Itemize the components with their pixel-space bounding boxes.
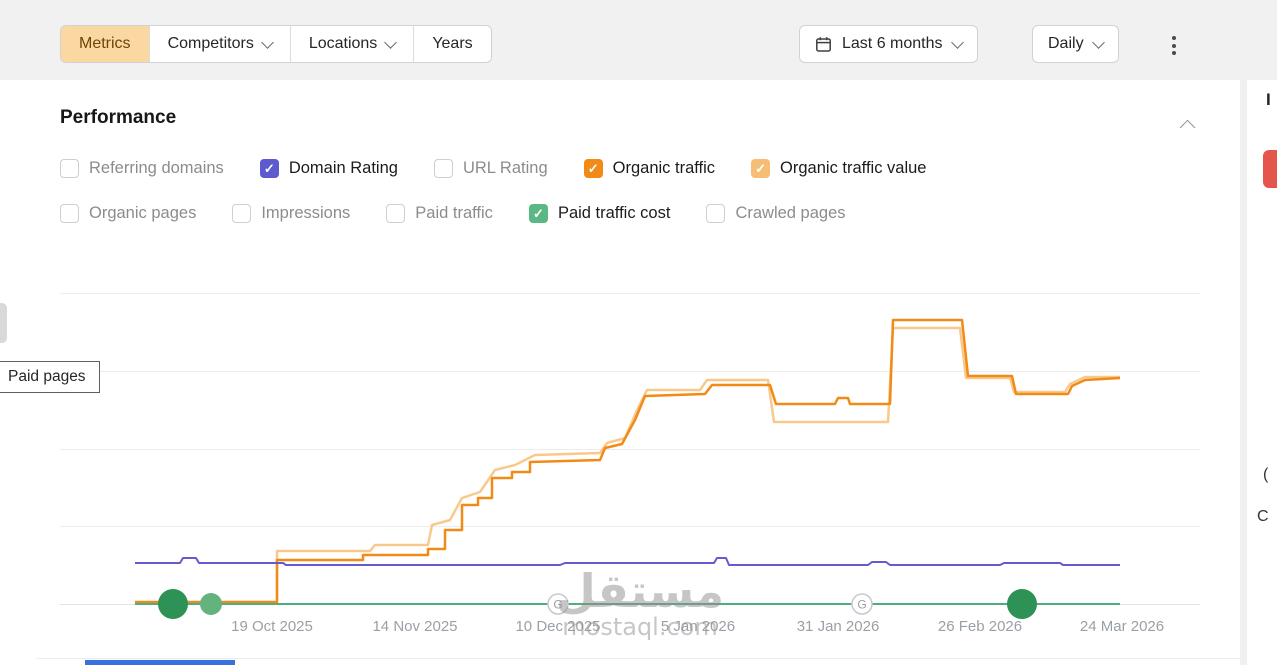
chevron-down-icon [260, 35, 274, 49]
google-update-marker[interactable]: G [851, 593, 873, 615]
chevron-down-icon [384, 35, 398, 49]
unchecked-checkbox-icon [386, 204, 406, 223]
granularity-label: Daily [1048, 35, 1084, 52]
segment-label: Metrics [79, 35, 131, 52]
unchecked-checkbox-icon [60, 159, 79, 178]
segment-competitors[interactable]: Competitors [148, 26, 290, 62]
segment-label: Competitors [167, 35, 254, 52]
chevron-up-icon [1179, 119, 1196, 136]
metric-label: Organic pages [89, 204, 197, 222]
checked-checkbox-icon: ✓ [751, 159, 771, 178]
segment-label: Locations [308, 35, 378, 52]
metric-toggle-domain-rating[interactable]: ✓ Domain Rating [259, 159, 398, 178]
metric-label: Organic traffic [612, 159, 716, 177]
x-axis-tick-label: 10 Dec 2025 [515, 618, 601, 635]
right-panel-text-fragment: I [1266, 90, 1271, 109]
x-axis-tick-label: 24 Mar 2026 [1079, 618, 1165, 635]
collapse-section-button[interactable] [1178, 112, 1197, 142]
date-range-label: Last 6 months [842, 35, 943, 52]
metric-toggle-organic-traffic-value[interactable]: ✓ Organic traffic value [751, 159, 926, 178]
metric-toggle-paid-traffic[interactable]: Paid traffic [386, 204, 493, 223]
red-badge-fragment [1263, 150, 1277, 188]
metric-label: Impressions [261, 204, 351, 222]
metric-toggle-paid-traffic-cost[interactable]: ✓ Paid traffic cost [528, 204, 671, 223]
metric-label: Domain Rating [288, 159, 398, 177]
series-line-organic-traffic-value [275, 326, 1120, 602]
series-line-domain-rating [135, 557, 1120, 566]
gridline [60, 526, 1200, 527]
panel-divider [1240, 80, 1247, 665]
chevron-down-icon [1091, 35, 1105, 49]
segment-metrics[interactable]: Metrics [61, 26, 149, 62]
checked-checkbox-icon: ✓ [259, 159, 279, 178]
chart-tooltip: Paid pages [0, 361, 100, 393]
section-title: Performance [60, 107, 177, 128]
svg-text:G: G [857, 598, 866, 612]
unchecked-checkbox-icon [60, 204, 79, 223]
gridline [60, 293, 1200, 294]
metric-toggle-url-rating[interactable]: URL Rating [433, 159, 548, 178]
segment-label: Years [432, 35, 473, 52]
metric-toggle-organic-pages[interactable]: Organic pages [60, 204, 196, 223]
series-line-organic-traffic [135, 318, 1121, 604]
svg-text:G: G [553, 598, 562, 612]
date-range-button[interactable]: Last 6 months [799, 25, 978, 63]
metric-toggle-crawled-pages[interactable]: Crawled pages [706, 204, 846, 223]
checked-checkbox-icon: ✓ [528, 204, 548, 223]
metric-label: Paid traffic cost [557, 204, 671, 222]
more-options-icon[interactable] [1166, 31, 1182, 60]
view-switcher: Metrics Competitors Locations Years [60, 25, 492, 63]
metric-toggle-impressions[interactable]: Impressions [232, 204, 350, 223]
metric-label: Paid traffic [415, 204, 493, 222]
unchecked-checkbox-icon [433, 159, 453, 178]
unchecked-checkbox-icon [232, 204, 252, 223]
event-dot-marker[interactable] [158, 589, 188, 619]
unchecked-checkbox-icon [706, 204, 726, 223]
metric-label: Crawled pages [735, 204, 846, 222]
metric-toggle-row-1: Referring domains ✓ Domain Rating URL Ratin… [60, 159, 926, 178]
scroll-indicator-fragment [0, 303, 7, 343]
blue-bar-fragment [85, 660, 235, 665]
metric-label: Referring domains [89, 159, 224, 177]
x-axis-tick-label: 19 Oct 2025 [231, 618, 313, 635]
checked-checkbox-icon: ✓ [583, 159, 603, 178]
gridline [60, 449, 1200, 450]
calendar-icon [815, 36, 832, 53]
metric-toggle-referring-domains[interactable]: Referring domains [60, 159, 224, 178]
right-panel-text-fragment: C [1257, 508, 1269, 525]
gridline [60, 371, 1200, 372]
metric-toggle-row-2: Organic pages Impressions Paid traffic ✓ Pai… [60, 204, 846, 223]
event-dot-marker[interactable] [1007, 589, 1037, 619]
segment-locations[interactable]: Locations [289, 26, 414, 62]
event-dot-marker[interactable] [200, 593, 222, 615]
x-axis-tick-label: 14 Nov 2025 [372, 618, 458, 635]
x-axis-tick-label: 5 Jan 2026 [660, 618, 736, 635]
segment-years[interactable]: Years [413, 26, 490, 62]
right-panel-text-fragment: ( [1263, 466, 1269, 483]
x-axis-tick-label: 31 Jan 2026 [796, 618, 880, 635]
metric-toggle-organic-traffic[interactable]: ✓ Organic traffic [583, 159, 716, 178]
x-axis-tick-label: 26 Feb 2026 [937, 618, 1023, 635]
metric-label: URL Rating [462, 159, 548, 177]
google-update-marker[interactable]: G [547, 593, 569, 615]
metric-label: Organic traffic value [780, 159, 927, 177]
granularity-button[interactable]: Daily [1032, 25, 1119, 63]
chevron-down-icon [950, 35, 964, 49]
